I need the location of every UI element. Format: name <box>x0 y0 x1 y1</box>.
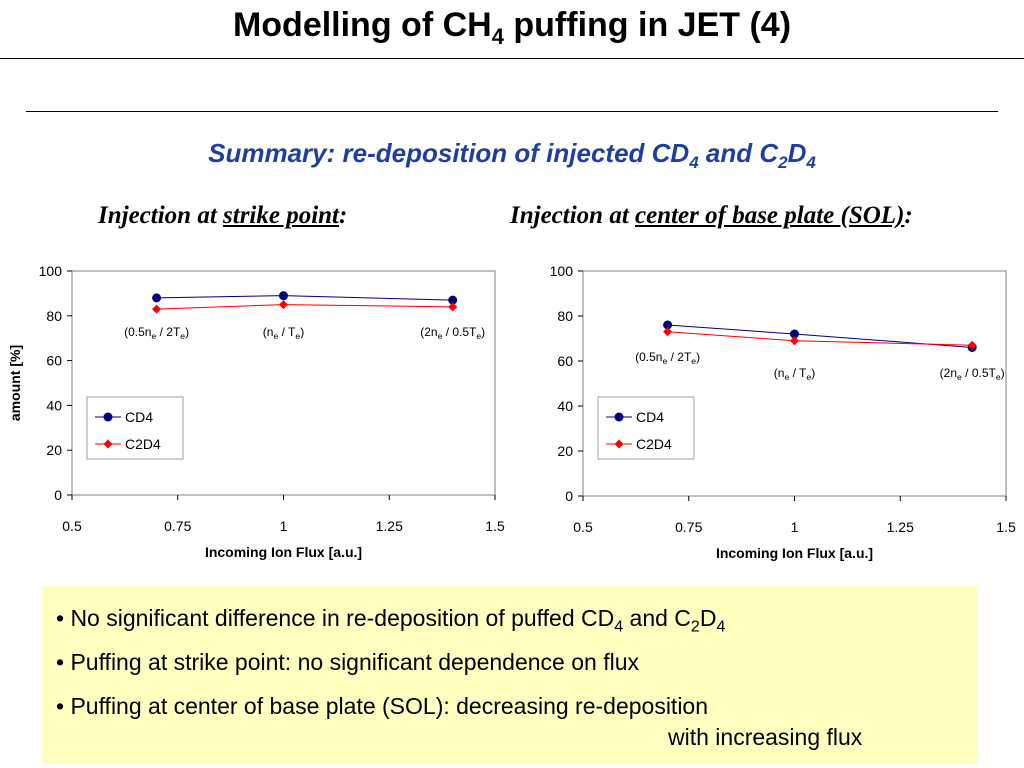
x-axis-label: Incoming Ion Flux [a.u.] <box>205 544 362 560</box>
data-point-c2d4 <box>279 300 288 310</box>
legend-box <box>597 396 695 460</box>
data-point-cd4 <box>279 291 288 301</box>
data-point-c2d4 <box>152 304 162 314</box>
legend-marker <box>103 439 113 449</box>
x-tick-label: 1.25 <box>887 519 914 535</box>
y-tick-label: 80 <box>557 308 573 324</box>
summary-line-2: • Puffing at strike point: no significan… <box>56 649 640 675</box>
data-point-c2d4 <box>967 340 977 350</box>
legend-marker <box>614 412 624 422</box>
x-tick-label: 0.5 <box>62 518 82 534</box>
data-point-cd4 <box>790 329 799 339</box>
data-point-c2d4 <box>790 336 799 346</box>
y-tick-label: 60 <box>46 353 62 369</box>
y-tick-label: 40 <box>46 397 62 413</box>
data-point-c2d4 <box>663 327 673 337</box>
y-axis-label: amount [%] <box>7 345 23 421</box>
strike-point-chart: 0 20 40 60 80 100 0.5 0.75 1 1.25 1.5 Incoming Ion … <box>7 263 505 560</box>
condition-label: (0.5ne / 2Te) <box>635 350 700 366</box>
data-point-cd4 <box>663 320 673 330</box>
condition-label: (2ne / 0.5Te) <box>420 325 485 341</box>
condition-label: (2ne / 0.5Te) <box>940 366 1005 382</box>
summary-box: • No significant difference in re-deposi… <box>42 586 978 764</box>
slide-title: Modelling of CH4 puffing in JET (4) <box>232 6 792 49</box>
x-tick-label: 1.5 <box>485 518 505 534</box>
legend-marker <box>614 439 624 449</box>
plot-area <box>582 270 1007 497</box>
y-tick-label: 20 <box>46 442 62 458</box>
condition-label: (ne / Te) <box>263 325 304 341</box>
x-tick-label: 1 <box>791 519 799 535</box>
legend-box <box>86 396 184 460</box>
y-tick-label: 0 <box>565 488 573 504</box>
data-point-c2d4 <box>448 302 458 312</box>
legend-label: CD4 <box>125 409 153 425</box>
summary-line-1: • No significant difference in re-deposi… <box>56 605 726 636</box>
legend-label: CD4 <box>636 409 664 425</box>
summary-subtitle: Summary: re-deposition of injected CD4 a… <box>208 138 816 173</box>
legend-label: C2D4 <box>125 436 161 452</box>
x-tick-label: 1.25 <box>376 518 403 534</box>
x-tick-label: 0.75 <box>675 519 702 535</box>
base-plate-chart: 0 20 40 60 80 100 0.5 0.75 1 1.25 1.5 Incoming Ion … <box>550 263 1016 561</box>
x-tick-label: 0.75 <box>164 518 191 534</box>
title-rule <box>0 58 1024 59</box>
y-tick-label: 20 <box>557 443 573 459</box>
summary-line-3-continuation: with increasing flux <box>668 724 863 750</box>
x-tick-label: 0.5 <box>573 519 593 535</box>
legend-marker <box>103 412 113 422</box>
y-tick-label: 80 <box>46 308 62 324</box>
y-tick-label: 0 <box>54 487 62 503</box>
condition-label: (ne / Te) <box>774 366 815 382</box>
y-tick-label: 40 <box>557 398 573 414</box>
condition-label: (0.5ne / 2Te) <box>124 325 189 341</box>
header-divider <box>26 111 998 112</box>
x-tick-label: 1 <box>280 518 288 534</box>
data-point-cd4 <box>448 295 458 305</box>
data-point-cd4 <box>152 293 162 303</box>
x-axis-label: Incoming Ion Flux [a.u.] <box>716 545 873 561</box>
x-tick-label: 1.5 <box>996 519 1016 535</box>
legend-label: C2D4 <box>636 436 672 452</box>
right-chart-heading: Injection at center of base plate (SOL): <box>510 202 913 229</box>
left-chart-heading: Injection at strike point: <box>98 202 348 229</box>
y-tick-label: 60 <box>557 353 573 369</box>
y-tick-label: 100 <box>550 263 574 279</box>
summary-line-3: • Puffing at center of base plate (SOL):… <box>56 693 709 719</box>
y-tick-label: 100 <box>39 263 63 279</box>
